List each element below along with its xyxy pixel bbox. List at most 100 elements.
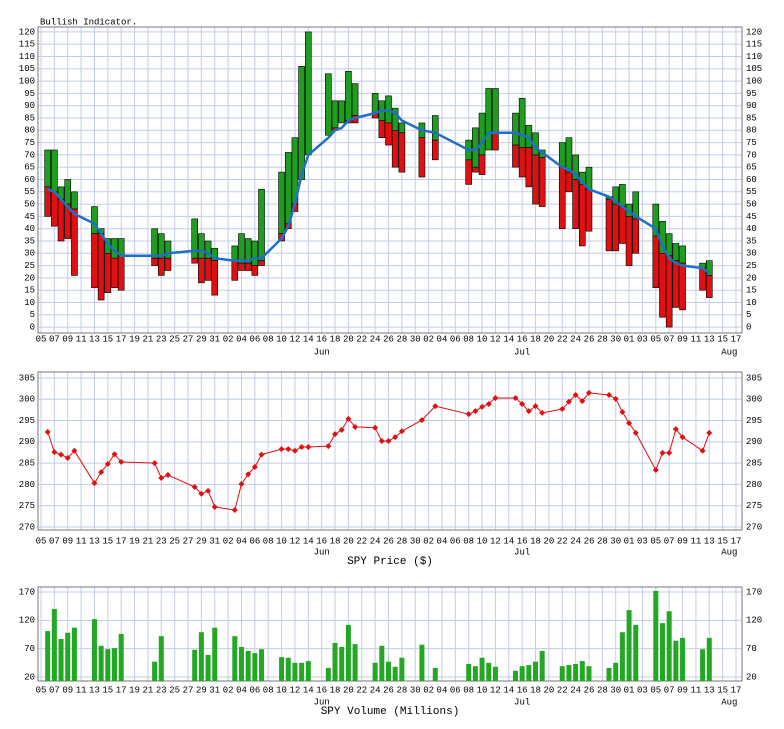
price-marker [71, 447, 78, 454]
x-tick-label: 31 [209, 685, 220, 695]
volume-bar [626, 610, 632, 681]
x-tick-label: 05 [650, 334, 661, 344]
x-tick-label: 04 [437, 536, 448, 546]
range-bar [305, 31, 312, 156]
volume-bar [392, 666, 398, 681]
price-marker [338, 426, 345, 433]
price-marker [64, 455, 71, 462]
x-tick-label: 16 [316, 536, 327, 546]
y-tick-label: 60 [24, 175, 35, 185]
x-tick-label: 06 [450, 334, 461, 344]
x-tick-label: 06 [249, 685, 260, 695]
y2-tick-label: 20 [746, 672, 757, 682]
x-tick-label: 04 [437, 685, 448, 695]
volume-bar [305, 661, 311, 681]
volume-bar [372, 662, 378, 681]
x-tick-label: 20 [543, 334, 554, 344]
range-bar [198, 257, 205, 284]
range-bar [512, 112, 519, 146]
volume-bar [492, 666, 498, 681]
y2-tick-label: 50 [746, 199, 757, 209]
x-axis-title: SPY Price ($) [347, 556, 433, 568]
x-tick-label: 03 [637, 334, 648, 344]
x-tick-label: 11 [76, 685, 87, 695]
x-tick-label: 08 [263, 685, 274, 695]
range-bar [211, 260, 219, 296]
price-marker [151, 460, 158, 467]
x-tick-label: 22 [356, 685, 367, 695]
x-tick-label: 02 [423, 334, 434, 344]
x-tick-label: 02 [423, 685, 434, 695]
price-marker [118, 458, 125, 465]
x-tick-label: 24 [370, 334, 381, 344]
x-tick-label: 04 [236, 334, 247, 344]
price-marker [372, 424, 379, 431]
x-tick-label: 05 [650, 536, 661, 546]
range-bar [191, 257, 199, 264]
price-marker [492, 394, 499, 401]
volume-bar [586, 666, 592, 681]
range-bar [258, 189, 265, 261]
range-bar [705, 275, 713, 298]
x-tick-label: 17 [116, 334, 127, 344]
y2-tick-label: 25 [746, 261, 757, 271]
price-marker [211, 504, 218, 511]
y-tick-label: 80 [24, 126, 35, 136]
volume-bar [339, 646, 345, 681]
price-marker [472, 408, 479, 415]
x-tick-label: 11 [76, 536, 87, 546]
x-tick-label: 07 [49, 685, 60, 695]
range-bar [398, 132, 406, 173]
x-tick-label: 24 [370, 685, 381, 695]
volume-bar [559, 666, 565, 681]
volume-bar [158, 636, 164, 681]
volume-bar [245, 650, 251, 681]
y-tick-label: 70 [24, 150, 35, 160]
price-marker [612, 395, 619, 402]
price-marker [418, 417, 425, 424]
x-tick-label: 01 [624, 536, 635, 546]
price-marker [626, 420, 633, 427]
price-marker [44, 429, 51, 436]
y-tick-label: 65 [24, 163, 35, 173]
range-bar [665, 255, 673, 328]
price-marker [572, 391, 579, 398]
volume-bar [91, 619, 97, 681]
range-bar [619, 206, 626, 244]
range-bar [619, 184, 626, 207]
price-marker [191, 483, 198, 490]
range-bar [385, 122, 392, 146]
range-bar [44, 186, 51, 217]
range-bar [679, 262, 686, 311]
y-tick-label: 280 [19, 480, 35, 490]
x-tick-label: 23 [156, 334, 167, 344]
x-tick-label: 17 [116, 685, 127, 695]
x-tick-label: 24 [570, 536, 581, 546]
x-tick-label: 15 [717, 536, 728, 546]
x-tick-label: 14 [503, 536, 514, 546]
y2-tick-label: 305 [746, 373, 762, 383]
y2-tick-label: 70 [746, 150, 757, 160]
range-bar [465, 159, 472, 185]
range-bar [565, 171, 573, 193]
y2-tick-label: 275 [746, 501, 762, 511]
x-tick-label: 14 [303, 685, 314, 695]
x-tick-label: 27 [183, 685, 194, 695]
price-marker [298, 443, 305, 450]
price-marker [98, 469, 105, 476]
y-tick-label: 295 [19, 416, 35, 426]
range-bar [431, 139, 439, 161]
y2-tick-label: 5 [746, 310, 751, 320]
volume-bar [152, 661, 158, 681]
x-tick-label: 28 [597, 685, 608, 695]
range-bar [478, 154, 486, 175]
volume-bar [332, 642, 338, 681]
price-marker [706, 429, 713, 436]
y-tick-label: 120 [19, 616, 35, 626]
volume-bar [232, 636, 238, 681]
y2-tick-label: 70 [746, 644, 757, 654]
range-bar [431, 115, 439, 141]
volume-bar [58, 639, 64, 681]
x-tick-label: 09 [677, 685, 688, 695]
